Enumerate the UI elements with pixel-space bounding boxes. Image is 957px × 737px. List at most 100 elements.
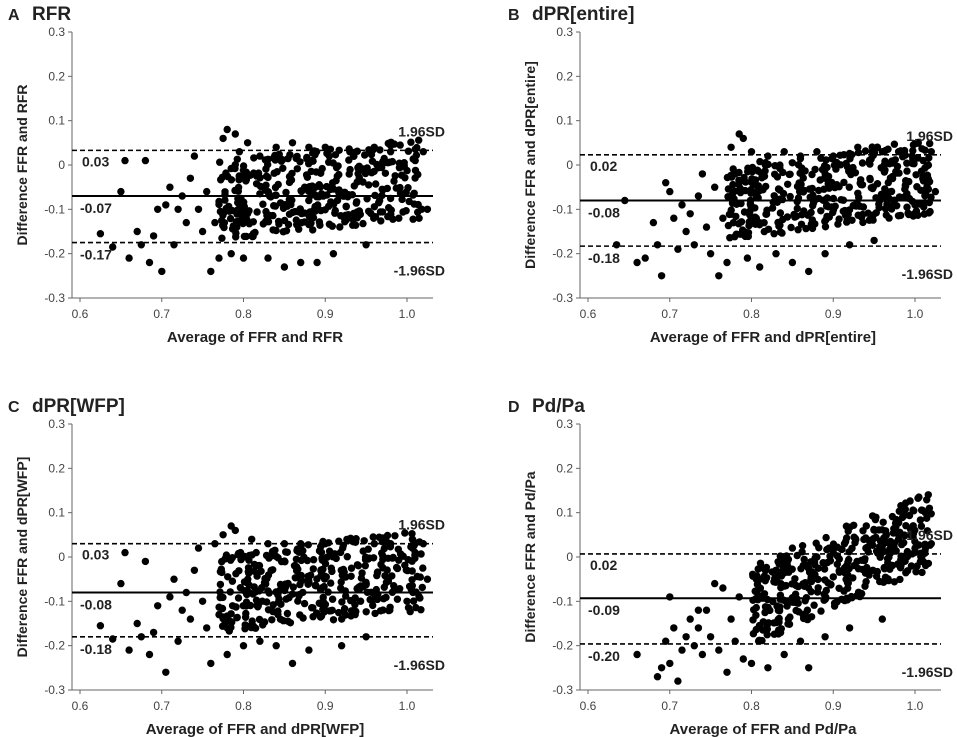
data-point [203, 624, 211, 632]
data-point [279, 164, 287, 172]
mean-label: -0.08 [80, 596, 112, 612]
data-point [918, 568, 926, 577]
data-point [755, 186, 764, 195]
data-point [347, 564, 356, 572]
data-point [162, 201, 170, 209]
data-point [772, 578, 780, 586]
plot-area: 0.3 0.2 0.1 0 -0.1 -0.2 -0.3 0.6 0.7 0.8 0.9 1.0 Ave… [522, 417, 953, 737]
data-point [239, 642, 248, 650]
data-point [373, 595, 382, 604]
data-point [670, 624, 678, 632]
y-tick-label: 0.1 [48, 114, 65, 128]
data-point [270, 169, 278, 177]
data-point [806, 193, 814, 201]
data-point [353, 198, 361, 206]
data-point [166, 183, 174, 191]
data-point [364, 545, 372, 553]
data-point [843, 213, 851, 222]
data-point [215, 200, 223, 209]
data-point [419, 564, 427, 572]
data-point [815, 186, 823, 195]
data-point [633, 258, 641, 267]
x-axis-title: Average of FFR and dPR[WFP] [146, 721, 365, 737]
data-point [726, 234, 734, 242]
data-point [306, 571, 315, 579]
data-point [388, 554, 397, 562]
data-point [300, 218, 309, 226]
data-point [317, 543, 325, 551]
data-point [854, 211, 862, 219]
data-point [320, 608, 328, 616]
data-point [297, 187, 306, 196]
data-point [347, 596, 355, 605]
data-point [809, 202, 817, 210]
data-point [756, 219, 764, 227]
data-point [756, 157, 764, 166]
data-point [311, 581, 319, 590]
data-point [845, 241, 854, 249]
data-point [810, 601, 818, 609]
data-point [772, 250, 780, 258]
data-point [178, 606, 186, 614]
data-point [834, 220, 842, 228]
data-point [633, 650, 641, 659]
data-point [415, 214, 423, 222]
data-point [762, 210, 770, 218]
data-point [296, 611, 304, 619]
data-point [402, 188, 410, 196]
data-point [916, 516, 925, 524]
data-point [303, 153, 311, 162]
data-point [409, 215, 417, 223]
data-point [844, 527, 852, 535]
data-point [408, 530, 416, 538]
data-point [666, 593, 674, 601]
data-point [807, 220, 815, 228]
data-point [311, 202, 319, 211]
data-point [883, 555, 892, 563]
data-point [317, 566, 325, 574]
lower-sd-label: -1.96SD [394, 263, 445, 279]
data-point [295, 548, 303, 556]
x-tick-label: 0.8 [235, 307, 252, 321]
data-point [893, 202, 901, 210]
x-tick-label: 0.7 [153, 307, 170, 321]
y-tick-label: -0.2 [44, 639, 65, 653]
data-point [272, 143, 280, 151]
x-tick-label: 1.0 [907, 699, 924, 713]
data-point [311, 183, 319, 191]
data-point [649, 218, 658, 227]
data-point [288, 659, 297, 668]
data-point [343, 553, 351, 561]
data-point [857, 556, 866, 564]
lower-limit-label: -0.17 [80, 247, 112, 263]
data-point [694, 606, 703, 614]
data-point [336, 548, 345, 557]
data-point [257, 567, 265, 575]
data-point [291, 207, 299, 216]
panel-c: C dPR[WFP] 0.30.20.10-0.1-0.2-0.30.6 0.7 0… [8, 396, 445, 737]
data-point [293, 165, 301, 173]
data-point [96, 230, 105, 238]
data-point [901, 192, 909, 201]
data-point [361, 151, 369, 159]
data-point [858, 159, 867, 167]
data-point [829, 573, 837, 581]
data-point [259, 200, 267, 208]
data-point [412, 603, 420, 612]
data-point [770, 630, 778, 638]
data-point [371, 609, 379, 618]
data-point [315, 599, 323, 607]
data-point [347, 612, 355, 620]
data-point [351, 538, 360, 546]
data-point [892, 167, 900, 176]
x-tick-label: 0.7 [153, 699, 170, 713]
data-point [274, 598, 283, 606]
upper-limit-label: 0.03 [82, 547, 109, 563]
data-point [752, 193, 761, 201]
x-tick-label: 0.6 [580, 307, 597, 321]
data-point [877, 190, 886, 198]
y-tick-label: 0.2 [48, 69, 65, 83]
data-point [815, 544, 823, 552]
data-point [268, 616, 276, 624]
plot-area: 0.3 0.2 0.1 0 -0.1 -0.2 -0.3 0.6 0.7 0.8 0.9 1.0 Ave… [522, 25, 953, 346]
